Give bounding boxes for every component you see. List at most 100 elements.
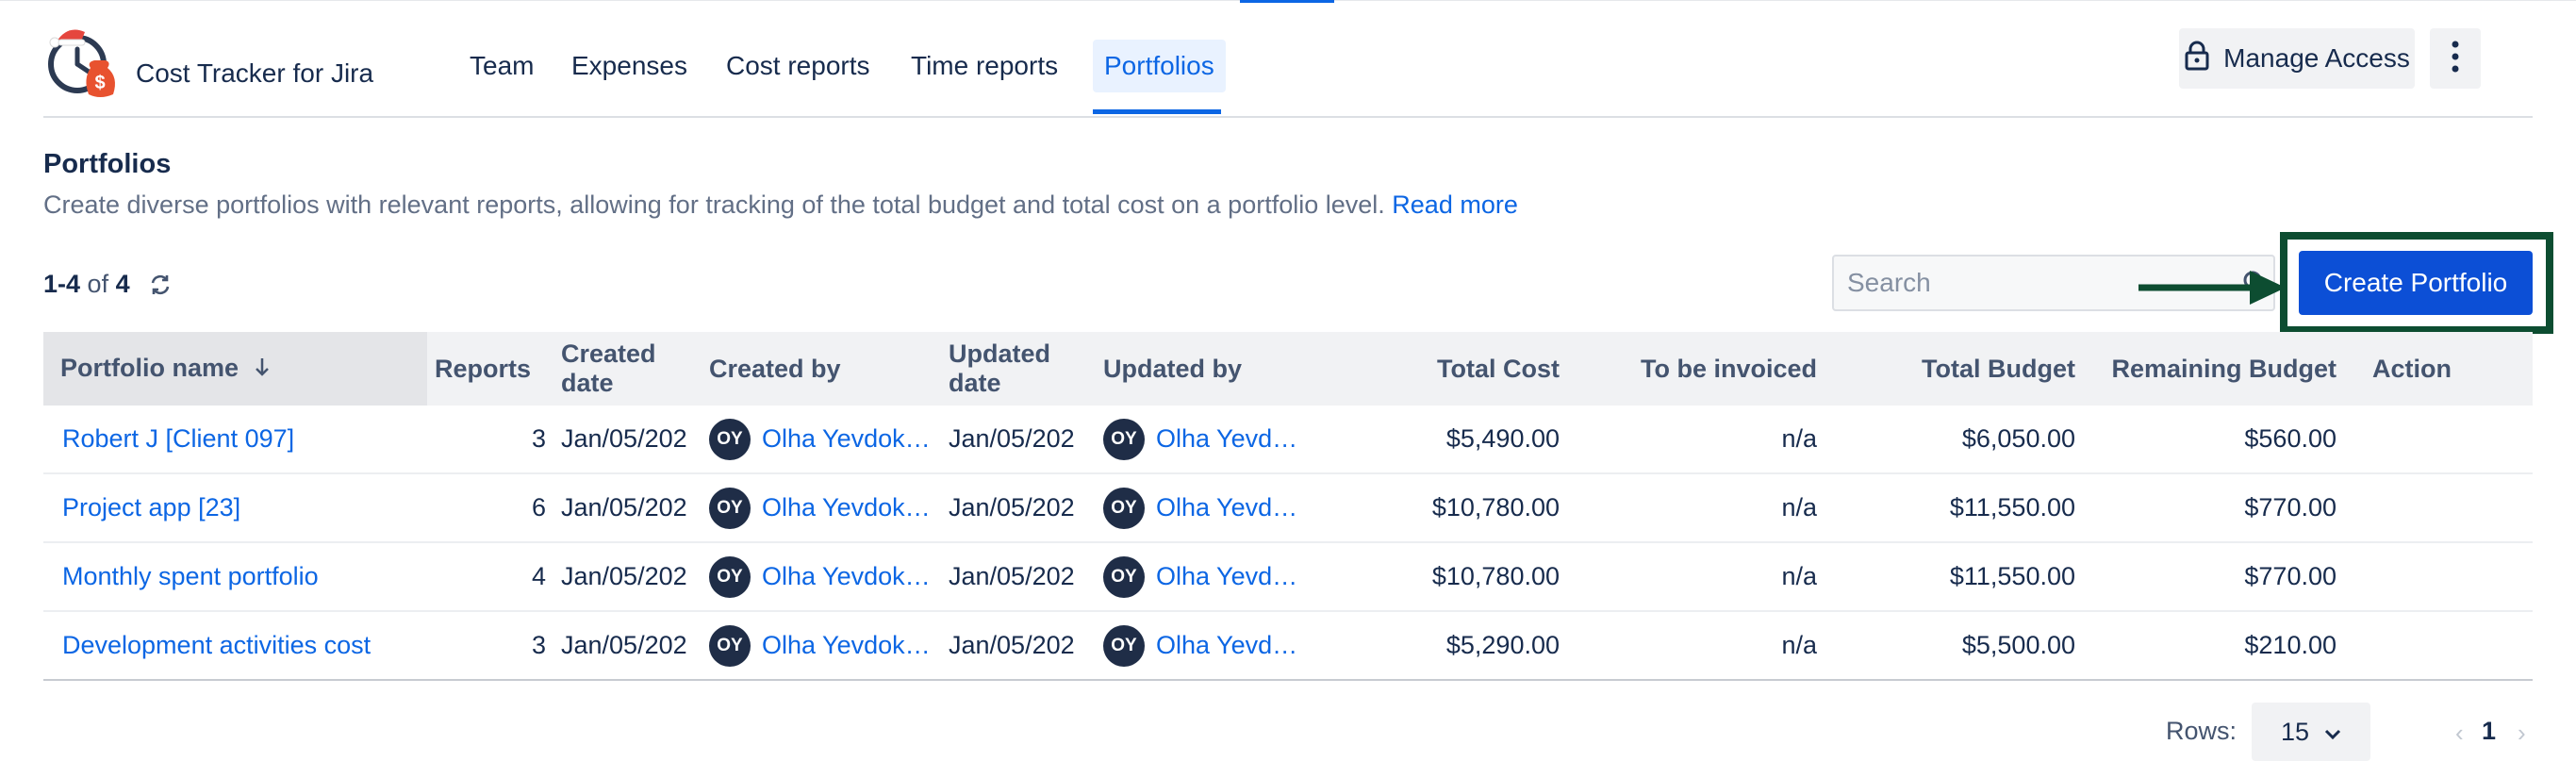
updated-by-cell: OY Olha Yevdok… bbox=[1096, 473, 1317, 543]
column-header-reports[interactable]: Reports bbox=[427, 332, 553, 406]
result-count: 1-4 of 4 bbox=[43, 270, 130, 299]
reports-count: 4 bbox=[427, 542, 553, 612]
column-header-updated-date[interactable]: Updated date bbox=[941, 332, 1096, 406]
created-date: Jan/05/202 bbox=[553, 611, 702, 681]
total-cost: $5,290.00 bbox=[1317, 611, 1567, 681]
to-be-invoiced: n/a bbox=[1567, 611, 1825, 681]
created-by-user-link[interactable]: Olha Yevdok… bbox=[762, 493, 931, 521]
created-by-cell: OY Olha Yevdok… bbox=[702, 473, 941, 543]
created-by-cell: OY Olha Yevdok… bbox=[702, 542, 941, 612]
remaining-budget: $770.00 bbox=[2083, 542, 2344, 612]
table-row: Robert J [Client 097] 3 Jan/05/202 OY Olh… bbox=[43, 406, 2533, 474]
updated-by-user-link[interactable]: Olha Yevdok… bbox=[1156, 631, 1310, 659]
page-title: Portfolios bbox=[43, 149, 172, 179]
column-header-total-cost[interactable]: Total Cost bbox=[1317, 332, 1567, 406]
remaining-budget: $210.00 bbox=[2083, 611, 2344, 681]
portfolio-name-link[interactable]: Robert J [Client 097] bbox=[43, 406, 427, 474]
reports-count: 3 bbox=[427, 611, 553, 681]
created-by-user-link[interactable]: Olha Yevdok… bbox=[762, 424, 931, 453]
column-header-updated-by[interactable]: Updated by bbox=[1096, 332, 1317, 406]
created-by-user-link[interactable]: Olha Yevdok… bbox=[762, 631, 931, 659]
portfolio-name-link[interactable]: Development activities cost bbox=[43, 611, 427, 681]
result-range: 1-4 bbox=[43, 270, 81, 298]
action-cell bbox=[2344, 406, 2533, 474]
column-header-total-budget[interactable]: Total Budget bbox=[1825, 332, 2083, 406]
total-cost: $10,780.00 bbox=[1317, 473, 1567, 543]
action-cell bbox=[2344, 611, 2533, 681]
remaining-budget: $770.00 bbox=[2083, 473, 2344, 543]
table-row: Development activities cost 3 Jan/05/202… bbox=[43, 611, 2533, 681]
column-header-created-by[interactable]: Created by bbox=[702, 332, 941, 406]
avatar: OY bbox=[1103, 418, 1145, 460]
top-focus-indicator bbox=[1240, 0, 1334, 3]
updated-date: Jan/05/202 bbox=[941, 406, 1096, 474]
updated-by-user-link[interactable]: Olha Yevdok… bbox=[1156, 424, 1310, 453]
created-by-cell: OY Olha Yevdok… bbox=[702, 406, 941, 474]
page-description: Create diverse portfolios with relevant … bbox=[43, 190, 1518, 220]
tab-portfolios[interactable]: Portfolios bbox=[1093, 40, 1226, 92]
manage-access-button[interactable]: Manage Access bbox=[2179, 28, 2415, 89]
tab-expenses[interactable]: Expenses bbox=[571, 51, 687, 80]
reports-count: 3 bbox=[427, 406, 553, 474]
updated-by-user-link[interactable]: Olha Yevdok… bbox=[1156, 493, 1310, 521]
read-more-link[interactable]: Read more bbox=[1392, 190, 1518, 219]
more-options-button[interactable] bbox=[2430, 28, 2481, 89]
created-by-cell: OY Olha Yevdok… bbox=[702, 611, 941, 681]
table-row: Monthly spent portfolio 4 Jan/05/202 OY O… bbox=[43, 542, 2533, 612]
column-header-action: Action bbox=[2344, 332, 2533, 406]
active-tab-indicator bbox=[1093, 109, 1221, 114]
app-name: Cost Tracker for Jira bbox=[136, 58, 374, 88]
portfolio-name-link[interactable]: Monthly spent portfolio bbox=[43, 542, 427, 612]
avatar: OY bbox=[1103, 624, 1145, 667]
tab-team[interactable]: Team bbox=[470, 51, 535, 80]
page-description-text: Create diverse portfolios with relevant … bbox=[43, 190, 1385, 219]
updated-date: Jan/05/202 bbox=[941, 542, 1096, 612]
column-label-portfolio-name: Portfolio name bbox=[60, 353, 239, 382]
arrow-down-icon bbox=[254, 355, 271, 384]
result-of: of bbox=[87, 270, 109, 298]
total-budget: $6,050.00 bbox=[1825, 406, 2083, 474]
column-header-to-be-invoiced[interactable]: To be invoiced bbox=[1567, 332, 1825, 406]
portfolio-name-link[interactable]: Project app [23] bbox=[43, 473, 427, 543]
created-by-user-link[interactable]: Olha Yevdok… bbox=[762, 562, 931, 590]
updated-by-cell: OY Olha Yevdok… bbox=[1096, 611, 1317, 681]
app-header: $ Cost Tracker for Jira Team Expenses Co… bbox=[43, 17, 2533, 118]
avatar: OY bbox=[709, 487, 751, 529]
avatar: OY bbox=[1103, 487, 1145, 529]
created-date: Jan/05/202 bbox=[553, 406, 702, 474]
column-header-remaining-budget[interactable]: Remaining Budget bbox=[2083, 332, 2344, 406]
table-header-row: Portfolio name Reports Created date Crea… bbox=[43, 332, 2533, 406]
updated-by-user-link[interactable]: Olha Yevdok… bbox=[1156, 562, 1310, 590]
avatar: OY bbox=[709, 555, 751, 598]
manage-access-label: Manage Access bbox=[2223, 43, 2410, 73]
refresh-icon[interactable] bbox=[147, 272, 173, 298]
prev-page-chevron-left-icon[interactable]: ‹ bbox=[2455, 719, 2464, 747]
updated-by-cell: OY Olha Yevdok… bbox=[1096, 542, 1317, 612]
annotation-arrow-right-icon bbox=[2138, 269, 2287, 306]
tab-time-reports[interactable]: Time reports bbox=[911, 51, 1059, 80]
action-cell bbox=[2344, 542, 2533, 612]
avatar: OY bbox=[709, 418, 751, 460]
result-total: 4 bbox=[115, 270, 130, 298]
to-be-invoiced: n/a bbox=[1567, 542, 1825, 612]
created-date: Jan/05/202 bbox=[553, 542, 702, 612]
next-page-chevron-right-icon[interactable]: › bbox=[2518, 719, 2526, 747]
column-header-portfolio-name[interactable]: Portfolio name bbox=[43, 332, 427, 406]
current-page-number[interactable]: 1 bbox=[2482, 717, 2497, 745]
svg-text:$: $ bbox=[94, 73, 105, 93]
action-cell bbox=[2344, 473, 2533, 543]
create-portfolio-button[interactable]: Create Portfolio bbox=[2299, 251, 2533, 315]
updated-by-cell: OY Olha Yevdok… bbox=[1096, 406, 1317, 474]
search-input[interactable] bbox=[1832, 255, 2275, 311]
to-be-invoiced: n/a bbox=[1567, 406, 1825, 474]
total-cost: $10,780.00 bbox=[1317, 542, 1567, 612]
total-budget: $11,550.00 bbox=[1825, 473, 2083, 543]
updated-date: Jan/05/202 bbox=[941, 473, 1096, 543]
tab-cost-reports[interactable]: Cost reports bbox=[726, 51, 870, 80]
to-be-invoiced: n/a bbox=[1567, 473, 1825, 543]
rows-per-page-select[interactable]: 15 bbox=[2252, 703, 2370, 761]
created-date: Jan/05/202 bbox=[553, 473, 702, 543]
avatar: OY bbox=[709, 624, 751, 667]
column-header-created-date[interactable]: Created date bbox=[553, 332, 702, 406]
annotation-highlight-box bbox=[2280, 232, 2553, 334]
